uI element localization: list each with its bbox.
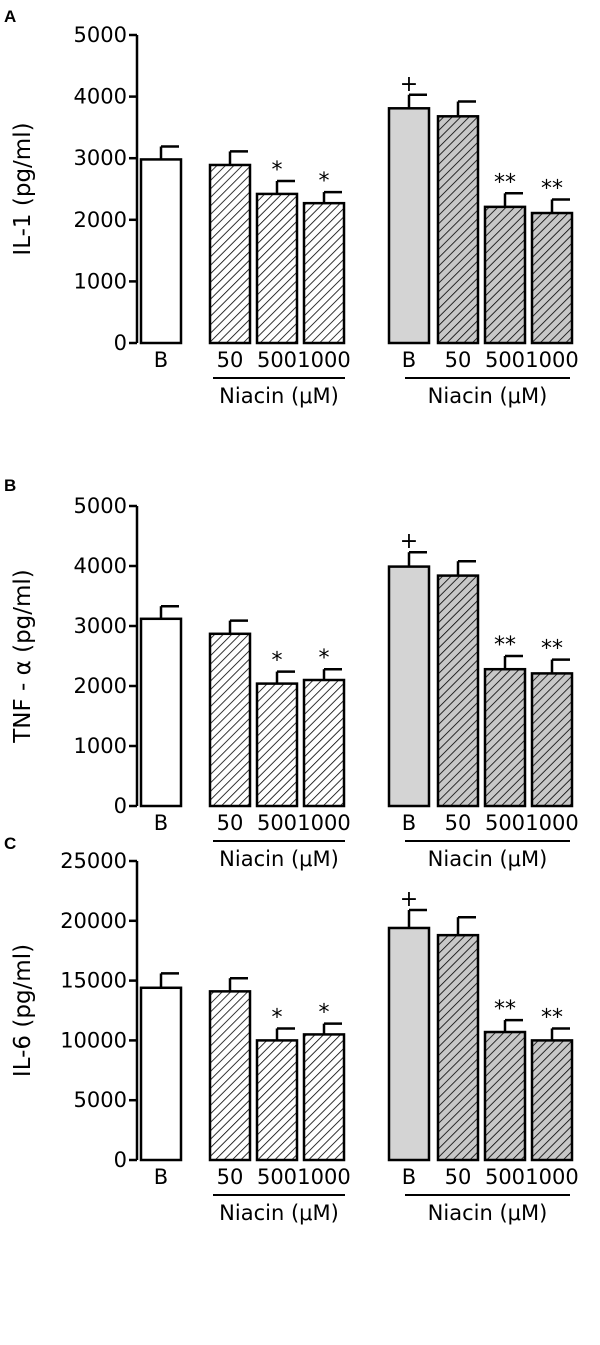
x-tick-label: 500 [257, 348, 297, 372]
significance-plus: + [400, 529, 418, 554]
significance-star: * [272, 649, 283, 674]
group-label: Niacin (μM) [219, 847, 339, 871]
y-tick-label: 2000 [74, 208, 127, 232]
bar [436, 574, 480, 808]
significance-star: * [319, 646, 330, 671]
bar [530, 1039, 574, 1162]
group-label: Niacin (μM) [428, 384, 548, 408]
bar [139, 158, 183, 345]
x-tick-label: 1000 [297, 348, 350, 372]
significance-star: * [272, 1005, 283, 1030]
significance-plus: + [400, 887, 418, 912]
bar [255, 1039, 299, 1162]
chart-panel-a: A IL-1 (pg/ml) 0 1000 2000 3000 4000 5000 B 50 * 50… [4, 7, 579, 408]
y-tick-label: 5000 [74, 494, 127, 518]
group-label: Niacin (μM) [428, 1201, 548, 1225]
x-tick-label: 500 [485, 348, 525, 372]
x-tick-label: 50 [445, 348, 472, 372]
x-tick-label: 1000 [297, 1165, 350, 1189]
group-label: Niacin (μM) [428, 847, 548, 871]
panel-letter: B [4, 476, 16, 495]
x-tick-label: 1000 [297, 811, 350, 835]
significance-star: ** [541, 637, 563, 662]
y-tick-label: 3000 [74, 146, 127, 170]
chart-panel-b: B TNF - α (pg/ml) 0 1000 2000 3000 4000 5000 B 50… [4, 476, 579, 871]
bar [208, 163, 252, 345]
y-axis-label: IL-6 (pg/ml) [10, 944, 36, 1077]
y-tick-label: 1000 [74, 269, 127, 293]
significance-star: ** [494, 633, 516, 658]
y-tick-label: 4000 [74, 85, 127, 109]
x-tick-label: 500 [257, 1165, 297, 1189]
y-tick-label: 3000 [74, 614, 127, 638]
x-tick-label: B [154, 348, 168, 372]
y-tick-label: 5000 [74, 23, 127, 47]
panel-letter: A [4, 7, 16, 26]
y-tick-label: 1000 [74, 734, 127, 758]
significance-star: * [319, 1001, 330, 1026]
chart-panel-c: C IL-6 (pg/ml) 0 5000 10000 15000 20000 25000 B 5… [4, 834, 579, 1225]
x-tick-label: 50 [217, 811, 244, 835]
bar [255, 682, 299, 808]
bar [436, 933, 480, 1162]
y-tick-label: 10000 [60, 1028, 127, 1052]
y-tick-label: 2000 [74, 674, 127, 698]
bar [387, 926, 431, 1162]
bar [483, 667, 527, 808]
significance-star: * [272, 158, 283, 183]
bar [483, 1030, 527, 1162]
bar [387, 565, 431, 808]
x-tick-label: B [154, 1165, 168, 1189]
bar [208, 990, 252, 1162]
bar [530, 672, 574, 808]
y-tick-label: 20000 [60, 909, 127, 933]
bar [139, 986, 183, 1162]
x-tick-label: 500 [485, 811, 525, 835]
y-axis-label: TNF - α (pg/ml) [10, 569, 36, 744]
x-tick-label: B [154, 811, 168, 835]
y-tick-label: 25000 [60, 849, 127, 873]
y-tick-label: 0 [114, 331, 127, 355]
x-tick-label: 50 [445, 1165, 472, 1189]
x-tick-label: 500 [485, 1165, 525, 1189]
x-tick-label: 50 [217, 348, 244, 372]
bar [436, 115, 480, 345]
x-tick-label: 1000 [525, 348, 578, 372]
bar [255, 192, 299, 345]
y-tick-label: 0 [114, 794, 127, 818]
significance-star: ** [494, 170, 516, 195]
x-tick-label: B [402, 348, 416, 372]
group-label: Niacin (μM) [219, 1201, 339, 1225]
y-tick-label: 0 [114, 1148, 127, 1172]
significance-star: ** [541, 1005, 563, 1030]
bar [530, 211, 574, 345]
significance-star: ** [541, 176, 563, 201]
bar [387, 107, 431, 345]
panel-letter: C [4, 834, 16, 853]
y-axis-label: IL-1 (pg/ml) [10, 122, 36, 255]
x-tick-label: B [402, 1165, 416, 1189]
significance-star: ** [494, 997, 516, 1022]
bar [302, 201, 346, 345]
bar [302, 1033, 346, 1162]
group-label: Niacin (μM) [219, 384, 339, 408]
x-tick-label: B [402, 811, 416, 835]
bar [483, 205, 527, 345]
bar [302, 678, 346, 808]
x-tick-label: 50 [217, 1165, 244, 1189]
y-tick-label: 15000 [60, 969, 127, 993]
bar [208, 632, 252, 808]
bar [139, 617, 183, 808]
x-tick-label: 1000 [525, 811, 578, 835]
y-tick-label: 5000 [74, 1088, 127, 1112]
y-tick-label: 4000 [74, 554, 127, 578]
x-tick-label: 50 [445, 811, 472, 835]
significance-plus: + [400, 72, 418, 97]
x-tick-label: 500 [257, 811, 297, 835]
significance-star: * [319, 169, 330, 194]
x-tick-label: 1000 [525, 1165, 578, 1189]
